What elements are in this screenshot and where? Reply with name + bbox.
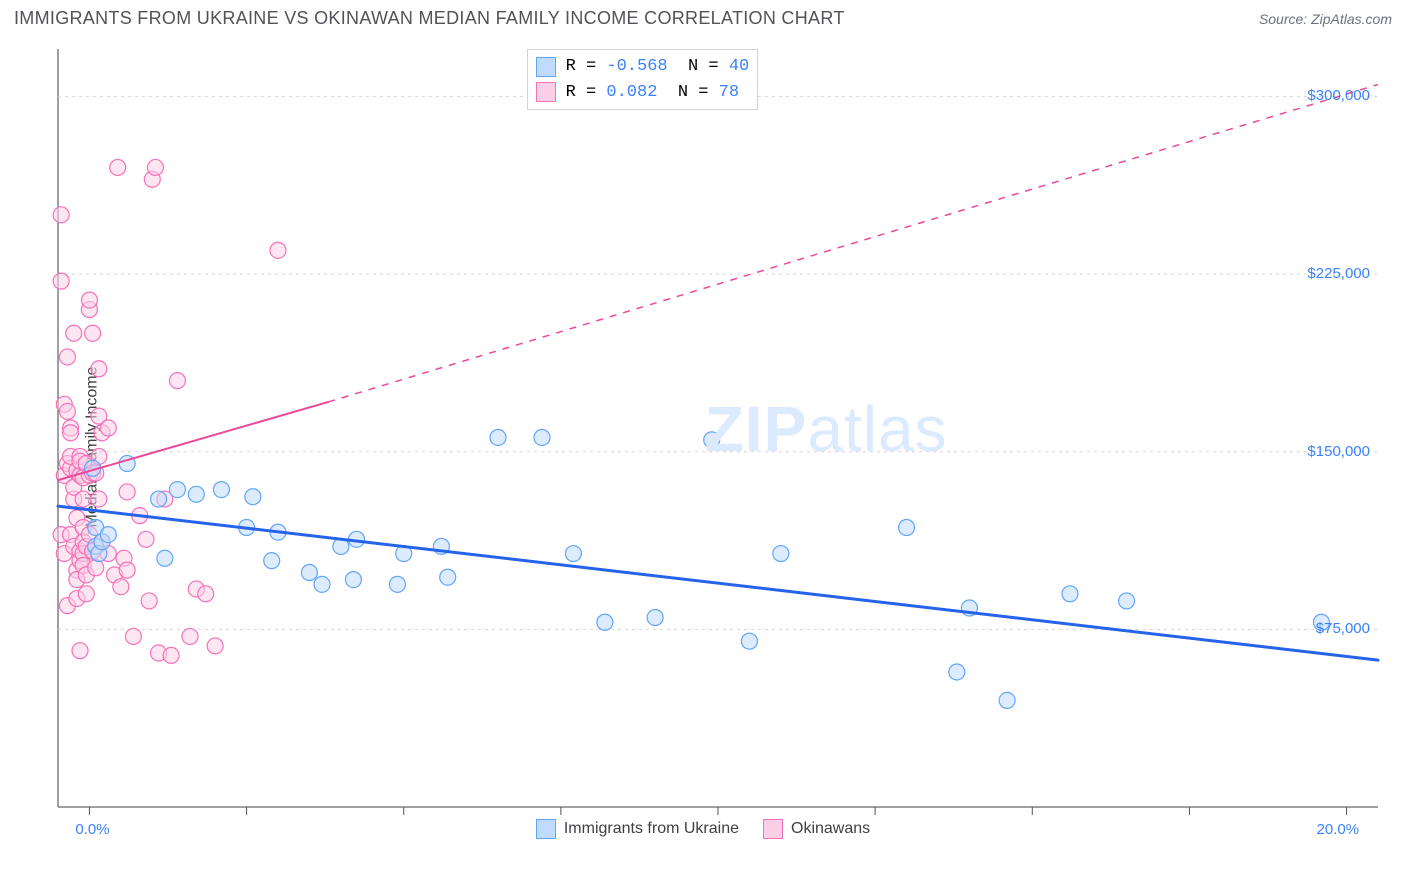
legend-label: Immigrants from Ukraine bbox=[564, 820, 739, 838]
series-legend: Immigrants from Ukraine Okinawans bbox=[14, 819, 1392, 839]
stats-legend: R = -0.568 N = 40R = 0.082 N = 78 bbox=[527, 49, 759, 110]
stats-row-pink: R = 0.082 N = 78 bbox=[536, 80, 750, 106]
legend-swatch bbox=[763, 819, 783, 839]
y-tick-label: $225,000 bbox=[1288, 265, 1370, 282]
y-tick-label: $75,000 bbox=[1288, 620, 1370, 637]
source-attribution: Source: ZipAtlas.com bbox=[1259, 11, 1392, 27]
stats-swatch bbox=[536, 57, 556, 77]
plot-container: ZIPatlas R = -0.568 N = 40R = 0.082 N = … bbox=[58, 49, 1378, 812]
stats-text: R = -0.568 N = 40 bbox=[566, 54, 750, 80]
chart-title: IMMIGRANTS FROM UKRAINE VS OKINAWAN MEDI… bbox=[14, 8, 845, 29]
y-tick-label: $150,000 bbox=[1288, 443, 1370, 460]
legend-item-pink: Okinawans bbox=[763, 819, 870, 839]
scatter-plot-svg bbox=[58, 49, 1378, 807]
legend-swatch bbox=[536, 819, 556, 839]
chart-area: Median Family Income ZIPatlas R = -0.568… bbox=[14, 37, 1392, 857]
stats-row-blue: R = -0.568 N = 40 bbox=[536, 54, 750, 80]
legend-item-blue: Immigrants from Ukraine bbox=[536, 819, 739, 839]
legend-label: Okinawans bbox=[791, 820, 870, 838]
stats-swatch bbox=[536, 82, 556, 102]
y-tick-label: $300,000 bbox=[1288, 87, 1370, 104]
stats-text: R = 0.082 N = 78 bbox=[566, 80, 739, 106]
